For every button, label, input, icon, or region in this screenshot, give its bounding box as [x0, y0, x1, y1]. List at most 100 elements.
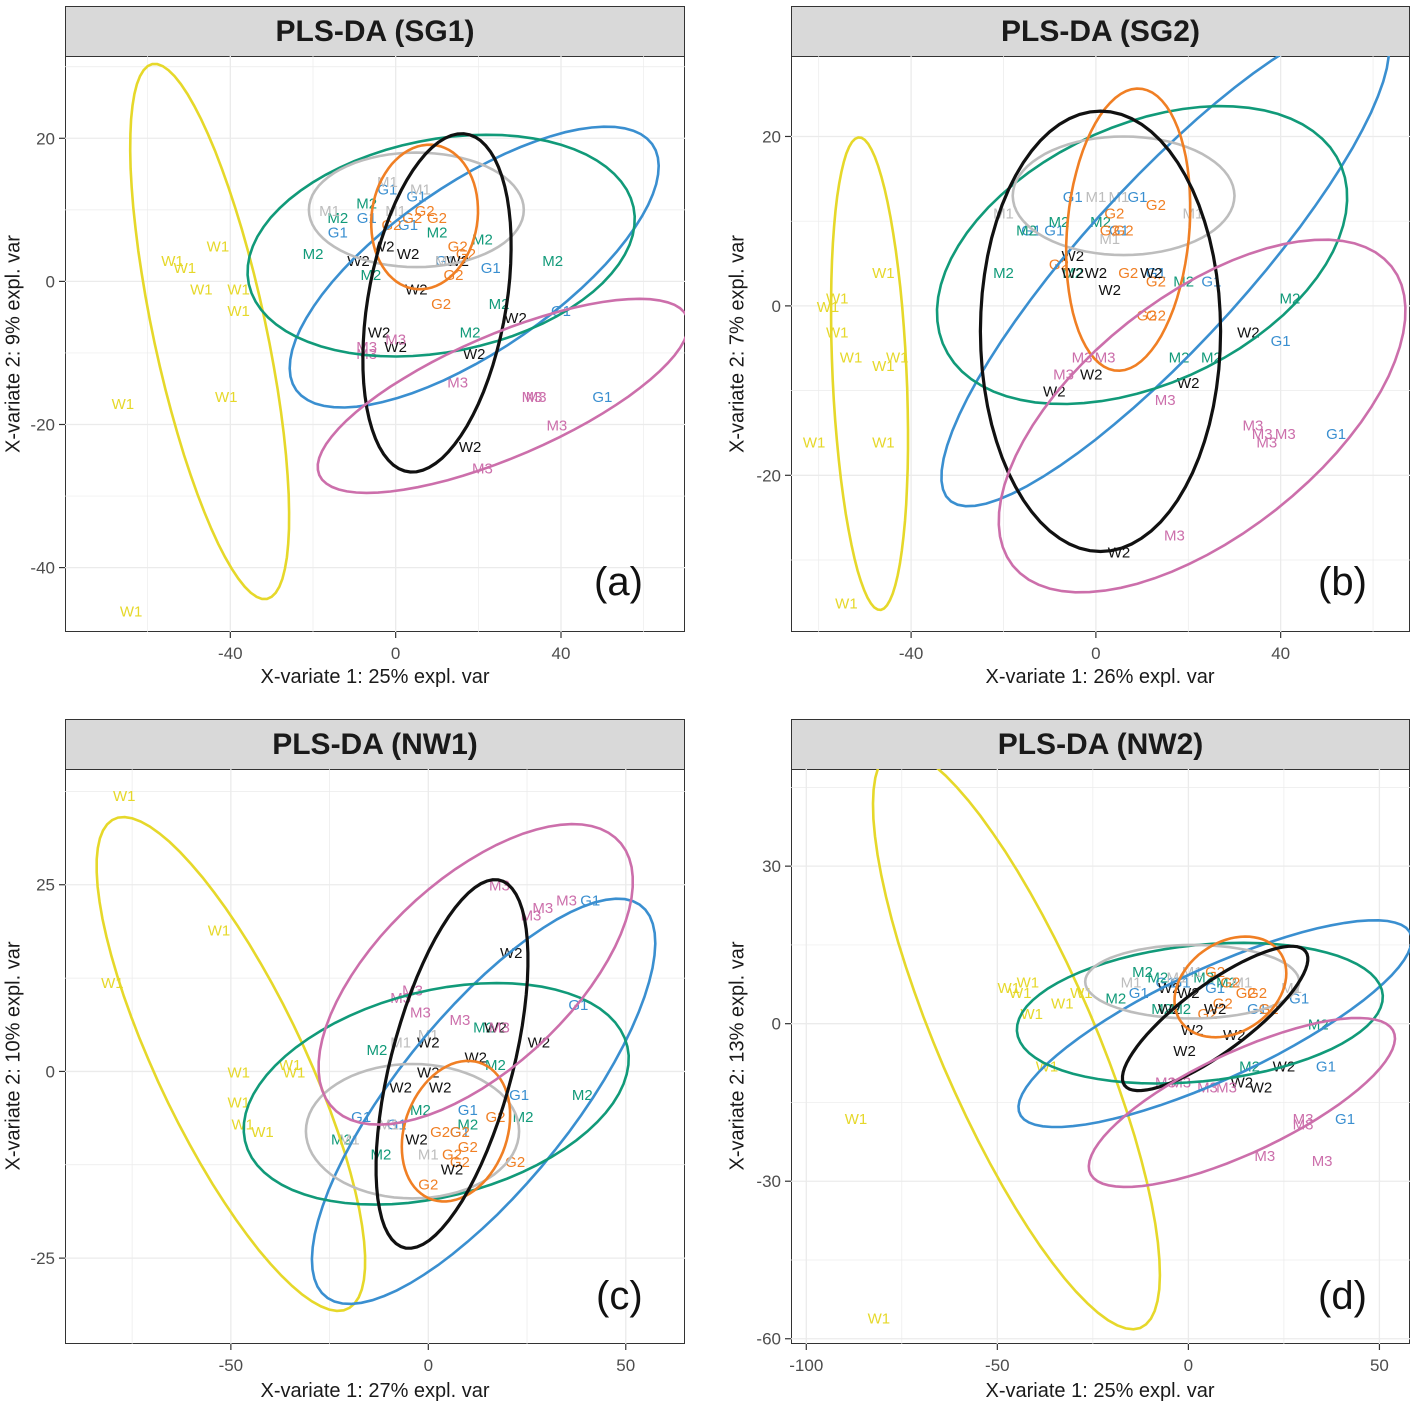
ellipse-m3 — [997, 238, 1407, 594]
x-tick-label: 0 — [1184, 1356, 1193, 1375]
y-tick-label: -20 — [756, 466, 781, 485]
point-label-w1: W1 — [845, 1111, 868, 1128]
point-label-m2: M2 — [367, 1042, 388, 1059]
point-label-g2: G2 — [1146, 307, 1166, 324]
ellipse-w2 — [978, 109, 1223, 554]
ellipse-g1 — [1017, 918, 1410, 1129]
point-label-w1: W1 — [1017, 975, 1040, 992]
point-label-g2: G2 — [427, 210, 447, 227]
point-label-w1: W1 — [227, 282, 250, 299]
point-label-m2: M2 — [489, 296, 510, 313]
panel-title-strip: PLS-DA (NW1) — [65, 719, 685, 770]
ellipse-m1 — [307, 151, 526, 269]
point-label-g1: G1 — [1247, 1001, 1267, 1018]
point-label-w1: W1 — [1051, 996, 1074, 1013]
grid — [791, 56, 1410, 632]
point-label-g2: G2 — [402, 210, 422, 227]
point-label-m2: M2 — [1132, 964, 1153, 981]
point-label-w1: W1 — [190, 282, 213, 299]
panel-title-strip: PLS-DA (NW2) — [791, 719, 1410, 770]
point-label-w2: W2 — [1237, 324, 1260, 341]
ellipse-w2 — [361, 132, 513, 474]
point-label-g1: G1 — [458, 1102, 478, 1119]
ellipse-w2 — [1120, 944, 1310, 1093]
x-tick-label: -50 — [985, 1356, 1010, 1375]
x-tick-label: 40 — [1271, 644, 1290, 663]
ellipse-m2 — [935, 104, 1349, 406]
point-label-g2: G2 — [1247, 985, 1267, 1002]
point-label-w2: W2 — [463, 346, 486, 363]
point-label-m3: M3 — [385, 332, 406, 349]
point-label-g2: G2 — [1220, 975, 1240, 992]
point-label-g1: G1 — [398, 217, 418, 234]
point-label-w2: W2 — [1204, 1001, 1227, 1018]
ellipse-g2 — [369, 143, 480, 291]
point-label-m3: M3 — [1252, 426, 1273, 443]
point-label-m3: M3 — [1312, 1153, 1333, 1170]
y-tick-label: 0 — [46, 1062, 55, 1081]
point-label-m2: M2 — [327, 210, 348, 227]
point-label-g1: G1 — [592, 389, 612, 406]
point-label-m2: M2 — [572, 1087, 593, 1104]
y-tick-label: -20 — [30, 415, 55, 434]
x-tick-label: 50 — [1370, 1356, 1389, 1375]
point-label-g2: G2 — [1104, 206, 1124, 223]
x-axis-label: X-variate 1: 26% expl. var — [985, 666, 1215, 688]
point-label-w1: W1 — [215, 389, 238, 406]
point-label-m3: M3 — [1072, 350, 1093, 367]
x-tick-label: 40 — [552, 644, 571, 663]
ellipse-m3 — [1087, 1016, 1397, 1189]
point-label-g2: G2 — [431, 296, 451, 313]
point-label-m3: M3 — [556, 893, 577, 910]
ellipse-g1 — [288, 125, 661, 409]
point-label-m3: M3 — [1155, 392, 1176, 409]
panel-title: PLS-DA (SG1) — [275, 14, 475, 48]
point-label-w1: W1 — [868, 1311, 891, 1328]
point-label-w1: W1 — [207, 239, 230, 256]
y-tick-label: -30 — [756, 1172, 781, 1191]
y-tick-label: -40 — [30, 559, 55, 578]
point-label-w2: W2 — [459, 439, 482, 456]
ellipse-m3 — [316, 297, 685, 495]
y-tick-label: -60 — [756, 1330, 781, 1349]
point-label-w2: W2 — [1177, 985, 1200, 1002]
point-label-m3: M3 — [489, 1020, 510, 1037]
point-label-g2: G2 — [415, 203, 435, 220]
y-tick-label: 0 — [46, 272, 55, 291]
point-label-w1: W1 — [1020, 1006, 1043, 1023]
y-tick-label: 20 — [36, 129, 55, 148]
point-label-g1: G1 — [1021, 223, 1041, 240]
ellipse-g1 — [940, 56, 1391, 508]
ellipse-m2 — [246, 133, 637, 358]
panel-tag: (d) — [1318, 1274, 1367, 1318]
point-label-g1: G1 — [1289, 990, 1309, 1007]
point-label-m3: M3 — [449, 1012, 470, 1029]
x-tick-label: 0 — [391, 644, 400, 663]
point-label-w1: W1 — [872, 434, 895, 451]
point-label-g1: G1 — [1326, 426, 1346, 443]
point-label-w1: W1 — [208, 923, 231, 940]
grid — [791, 769, 1410, 1344]
point-label-m2: M2 — [473, 1020, 494, 1037]
point-label-w2: W2 — [484, 1020, 507, 1037]
point-label-g1: G1 — [1271, 333, 1291, 350]
point-label-m2: M2 — [303, 246, 324, 263]
point-label-w1: W1 — [998, 980, 1021, 997]
point-label-g2: G2 — [448, 239, 468, 256]
point-label-m2: M2 — [427, 224, 448, 241]
point-label-g1: G1 — [1316, 1059, 1336, 1076]
grid — [65, 769, 685, 1344]
point-label-w2: W2 — [1085, 265, 1108, 282]
point-label-g2: G2 — [430, 1124, 450, 1141]
point-label-g1: G1 — [387, 1117, 407, 1134]
x-tick-label: 50 — [616, 1356, 635, 1375]
point-label-m2: M2 — [993, 265, 1014, 282]
point-label-g1: G1 — [328, 224, 348, 241]
ellipse-w1 — [95, 815, 367, 1313]
point-label-w2: W2 — [397, 246, 420, 263]
point-label-g1: G1 — [1205, 980, 1225, 997]
